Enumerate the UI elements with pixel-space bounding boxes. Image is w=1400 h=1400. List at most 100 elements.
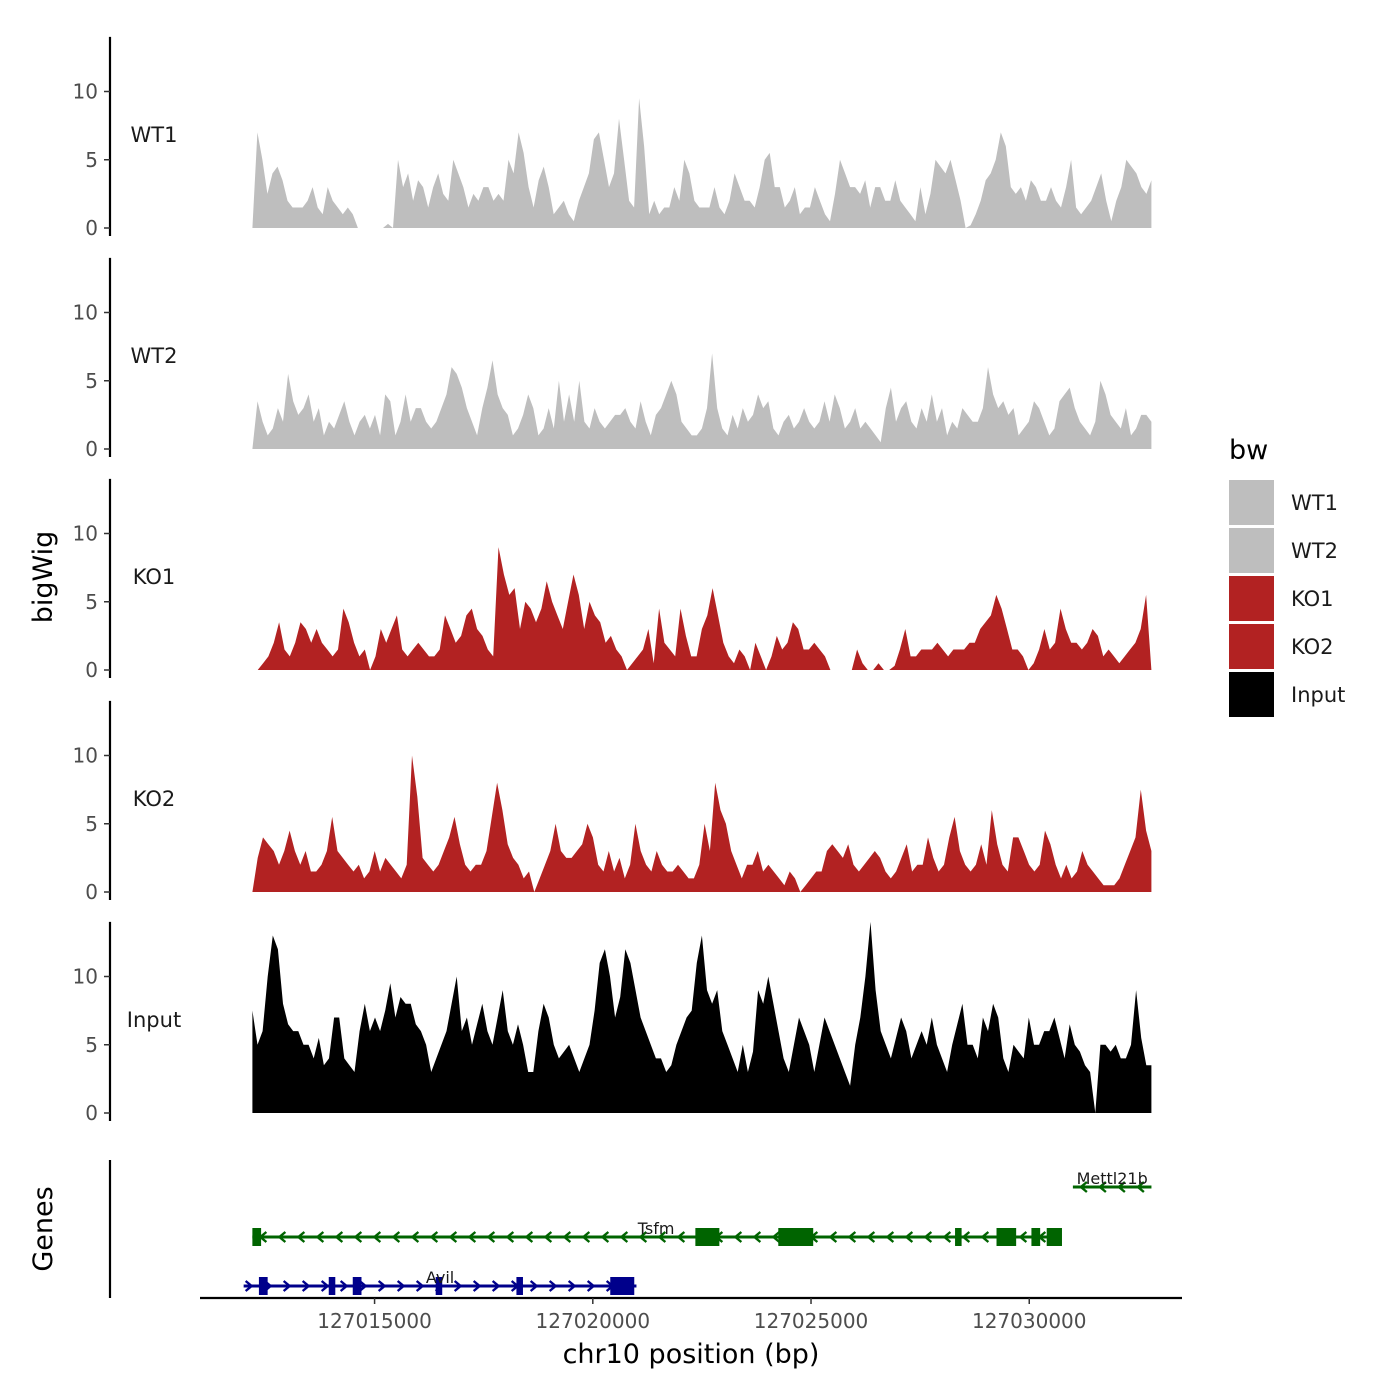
- strand-arrow: [942, 1231, 952, 1243]
- strand-arrow: [733, 1231, 743, 1243]
- strand-arrow: [372, 1231, 382, 1243]
- strand-arrow: [377, 1280, 387, 1292]
- track-label-wt2: WT2: [131, 344, 178, 368]
- legend-label-wt1: WT1: [1291, 491, 1338, 515]
- track-label-ko2: KO2: [133, 787, 176, 811]
- y-tick-label: 10: [73, 965, 98, 989]
- legend-label-ko2: KO2: [1291, 635, 1334, 659]
- strand-arrow: [472, 1280, 482, 1292]
- strand-arrow: [828, 1231, 838, 1243]
- strand-arrow: [491, 1280, 501, 1292]
- strand-arrow: [334, 1231, 344, 1243]
- strand-arrow: [600, 1231, 610, 1243]
- strand-arrow: [296, 1231, 306, 1243]
- strand-arrow: [244, 1280, 254, 1292]
- y-tick-label: 0: [85, 658, 98, 682]
- x-tick-label: 127025000: [754, 1309, 869, 1333]
- legend-swatch-wt2: [1229, 528, 1274, 573]
- strand-arrow: [543, 1231, 553, 1243]
- exon-tsfm: [252, 1228, 262, 1246]
- x-tick-label: 127030000: [972, 1309, 1087, 1333]
- y-tick-label: 0: [85, 216, 98, 240]
- strand-arrow: [396, 1280, 406, 1292]
- strand-arrow: [1018, 1231, 1028, 1243]
- y-tick-label: 5: [85, 1033, 98, 1057]
- y-tick-label: 10: [73, 744, 98, 768]
- genes-track-title: Genes: [28, 1186, 59, 1271]
- coverage-area-wt2: [252, 353, 1152, 449]
- strand-arrow: [1079, 1181, 1088, 1193]
- exon-tsfm: [996, 1228, 1017, 1246]
- y-tick-label: 10: [73, 522, 98, 546]
- y-tick-label: 5: [85, 590, 98, 614]
- x-tick-label: 127015000: [317, 1309, 432, 1333]
- strand-arrow: [410, 1231, 420, 1243]
- gene-label-avil: Avil: [426, 1268, 454, 1287]
- strand-arrow: [1136, 1181, 1145, 1193]
- strand-arrow: [529, 1280, 539, 1292]
- y-tick-label: 10: [73, 301, 98, 325]
- strand-arrow: [638, 1231, 648, 1243]
- strand-arrow: [391, 1231, 401, 1243]
- strand-arrow: [1117, 1181, 1126, 1193]
- strand-arrow: [562, 1231, 572, 1243]
- strand-arrow: [980, 1231, 990, 1243]
- legend-swatch-wt1: [1229, 480, 1274, 525]
- exon-avil: [610, 1277, 635, 1295]
- strand-arrow: [586, 1280, 596, 1292]
- strand-arrow: [358, 1280, 368, 1292]
- legend-swatch-input: [1229, 672, 1274, 717]
- x-axis-title: chr10 position (bp): [563, 1339, 820, 1370]
- legend-label-ko1: KO1: [1291, 587, 1334, 611]
- coverage-area-ko1: [252, 547, 1152, 670]
- gene-label-tsfm: Tsfm: [637, 1219, 675, 1238]
- strand-arrow: [548, 1280, 558, 1292]
- strand-arrow: [277, 1231, 287, 1243]
- strand-arrow: [282, 1280, 292, 1292]
- x-tick-label: 127020000: [536, 1309, 651, 1333]
- strand-arrow: [904, 1231, 914, 1243]
- strand-arrow: [961, 1231, 971, 1243]
- legend-label-wt2: WT2: [1291, 539, 1338, 563]
- y-tick-label: 10: [73, 80, 98, 104]
- y-tick-label: 5: [85, 148, 98, 172]
- strand-arrow: [676, 1231, 686, 1243]
- exon-tsfm: [1046, 1228, 1062, 1246]
- exon-tsfm: [695, 1228, 720, 1246]
- strand-arrow: [320, 1280, 330, 1292]
- strand-arrow: [847, 1231, 857, 1243]
- y-tick-label: 0: [85, 880, 98, 904]
- coverage-area-ko2: [252, 755, 1152, 892]
- exon-tsfm: [955, 1228, 962, 1246]
- strand-arrow: [315, 1231, 325, 1243]
- y-tick-label: 5: [85, 812, 98, 836]
- exon-avil: [258, 1277, 268, 1295]
- coverage-area-wt1: [252, 98, 1152, 228]
- coverage-area-input: [252, 921, 1152, 1113]
- strand-arrow: [923, 1231, 933, 1243]
- strand-arrow: [619, 1231, 629, 1243]
- strand-arrow: [657, 1231, 667, 1243]
- strand-arrow: [505, 1231, 515, 1243]
- strand-arrow: [486, 1231, 496, 1243]
- strand-arrow: [771, 1231, 781, 1243]
- track-label-wt1: WT1: [131, 123, 178, 147]
- exon-tsfm: [1031, 1228, 1041, 1246]
- exon-avil: [435, 1277, 443, 1295]
- strand-arrow: [524, 1231, 534, 1243]
- y-tick-label: 0: [85, 437, 98, 461]
- strand-arrow: [453, 1280, 463, 1292]
- strand-arrow: [885, 1231, 895, 1243]
- strand-arrow: [301, 1280, 311, 1292]
- exon-avil: [516, 1277, 523, 1295]
- strand-arrow: [353, 1231, 363, 1243]
- strand-arrow: [581, 1231, 591, 1243]
- track-label-input: Input: [127, 1008, 181, 1032]
- y-tick-label: 0: [85, 1101, 98, 1125]
- exon-avil: [352, 1277, 362, 1295]
- strand-arrow: [1098, 1181, 1107, 1193]
- strand-arrow: [567, 1280, 577, 1292]
- y-axis-title: bigWig: [28, 531, 59, 624]
- y-tick-label: 5: [85, 369, 98, 393]
- strand-arrow: [429, 1231, 439, 1243]
